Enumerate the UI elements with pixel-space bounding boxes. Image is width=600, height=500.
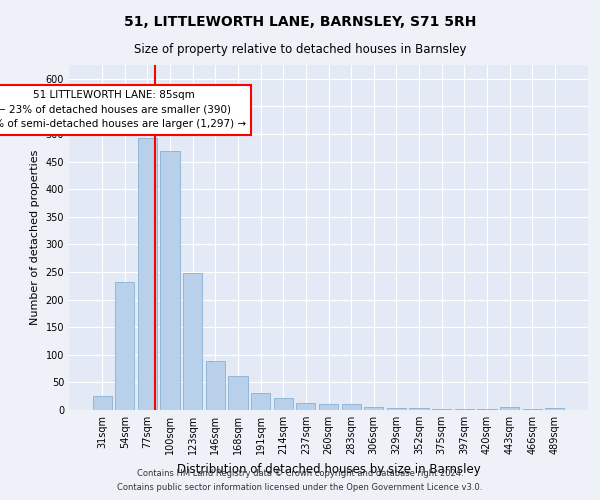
Bar: [387, 408, 406, 410]
Bar: [251, 394, 270, 410]
Bar: [160, 150, 180, 410]
Text: 51, LITTLEWORTH LANE, BARNSLEY, S71 5RH: 51, LITTLEWORTH LANE, BARNSLEY, S71 5RH: [124, 15, 476, 29]
Bar: [319, 404, 338, 410]
Bar: [138, 138, 157, 410]
Bar: [229, 376, 248, 410]
Bar: [500, 406, 519, 410]
Bar: [432, 409, 451, 410]
Bar: [296, 404, 316, 410]
Bar: [115, 282, 134, 410]
Bar: [92, 396, 112, 410]
Bar: [455, 409, 474, 410]
Bar: [477, 409, 497, 410]
Bar: [341, 404, 361, 410]
Bar: [206, 362, 225, 410]
Y-axis label: Number of detached properties: Number of detached properties: [30, 150, 40, 325]
Bar: [545, 408, 565, 410]
X-axis label: Distribution of detached houses by size in Barnsley: Distribution of detached houses by size …: [176, 462, 481, 475]
Text: Size of property relative to detached houses in Barnsley: Size of property relative to detached ho…: [134, 42, 466, 56]
Text: Contains HM Land Registry data © Crown copyright and database right 2024.: Contains HM Land Registry data © Crown c…: [137, 468, 463, 477]
Bar: [183, 273, 202, 410]
Bar: [364, 407, 383, 410]
Text: Contains public sector information licensed under the Open Government Licence v3: Contains public sector information licen…: [118, 484, 482, 492]
Bar: [274, 398, 293, 410]
Bar: [409, 408, 428, 410]
Bar: [523, 409, 542, 410]
Text: 51 LITTLEWORTH LANE: 85sqm
← 23% of detached houses are smaller (390)
76% of sem: 51 LITTLEWORTH LANE: 85sqm ← 23% of deta…: [0, 90, 246, 130]
